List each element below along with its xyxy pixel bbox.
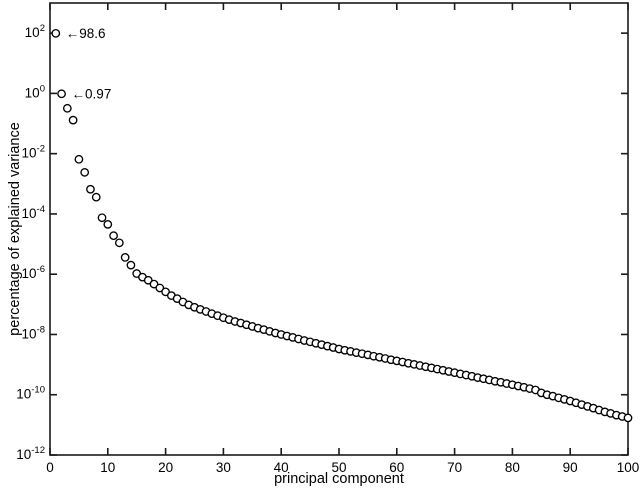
data-point: [86, 184, 95, 194]
data-point: [109, 231, 118, 241]
y-tick-label: 10-2: [22, 144, 45, 161]
y-tick-label: 10-6: [22, 264, 45, 281]
plot-box: [49, 2, 629, 456]
x-tick-label: 30: [216, 460, 231, 475]
y-tick-label: 102: [25, 23, 45, 40]
x-tick-label: 90: [563, 460, 578, 475]
data-point: [57, 89, 66, 99]
annotation-label: ←98.6: [66, 26, 106, 41]
data-point: [126, 260, 136, 270]
data-point: [68, 115, 78, 125]
x-axis-title: principal component: [274, 471, 404, 487]
x-tick-label: 40: [274, 460, 289, 475]
x-tick-label: 70: [447, 460, 462, 475]
y-tick-label: 100: [25, 83, 45, 100]
y-tick-label: 10-8: [22, 324, 45, 341]
data-point: [51, 28, 61, 38]
x-tick-label: 100: [617, 460, 640, 475]
x-tick-label: 10: [100, 460, 115, 475]
data-point: [91, 192, 101, 202]
data-points: [51, 28, 633, 423]
x-tick-label: 0: [46, 460, 54, 475]
data-point: [74, 154, 84, 164]
x-tick-label: 20: [158, 460, 173, 475]
data-point: [62, 103, 72, 113]
data-point: [103, 220, 113, 229]
y-tick-label: 10-10: [16, 385, 45, 402]
x-tick-label: 60: [389, 460, 404, 475]
data-point: [623, 413, 633, 423]
y-tick-label: 10-4: [22, 204, 45, 221]
data-point: [80, 167, 90, 177]
x-tick-label: 80: [505, 460, 520, 475]
data-point: [114, 238, 124, 248]
data-point: [155, 283, 165, 293]
y-axis-title: percentage of explained variance: [7, 122, 23, 336]
data-point: [120, 253, 130, 262]
x-tick-label: 50: [331, 460, 346, 475]
data-point: [149, 279, 159, 289]
axis-ticks: [49, 3, 629, 456]
data-point: [97, 213, 107, 223]
annotation-label: ←0.97: [72, 86, 112, 101]
y-tick-label: 10-12: [16, 445, 45, 462]
